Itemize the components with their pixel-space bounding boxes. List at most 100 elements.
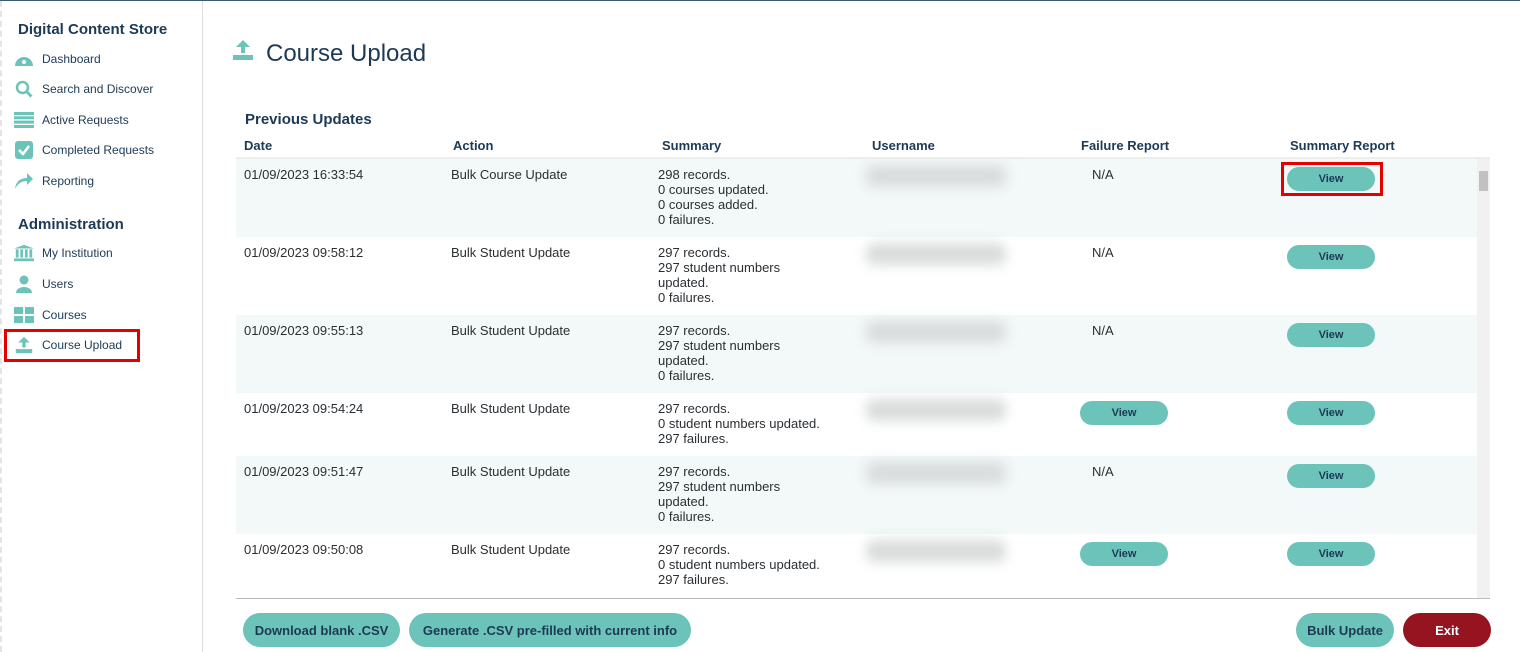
username-redacted (866, 165, 1006, 187)
sidebar-item-label: My Institution (42, 246, 113, 260)
sidebar-item-label: Completed Requests (42, 143, 155, 157)
highlight-box (1281, 162, 1383, 196)
section-heading-dcs: Digital Content Store (18, 21, 168, 38)
sidebar-item-label: Course Upload (42, 338, 123, 352)
summary-line: 0 courses added. (658, 197, 758, 212)
summary-line: 0 failures. (658, 368, 715, 383)
institution-icon (14, 244, 34, 262)
sidebar-item-courses[interactable]: Courses (14, 303, 87, 327)
header-divider (236, 157, 1490, 159)
summary-line: 298 records. (658, 167, 731, 182)
sidebar-item-users[interactable]: Users (14, 272, 73, 296)
summary-line: 0 failures. (658, 509, 715, 524)
bulk-update-button[interactable]: Bulk Update (1296, 613, 1394, 647)
section-title: Previous Updates (245, 111, 372, 128)
table-row: 01/09/2023 09:58:12 Bulk Student Update 29… (236, 237, 1477, 315)
section-heading-admin: Administration (18, 216, 124, 233)
col-action: Action (453, 138, 494, 153)
sidebar-item-label: Users (42, 277, 74, 291)
failure-report-na: N/A (1092, 323, 1114, 338)
sidebar-item-dashboard[interactable]: Dashboard (14, 47, 101, 71)
summary-line: 297 failures. (658, 431, 729, 446)
download-blank-csv-button[interactable]: Download blank .CSV (243, 613, 400, 647)
col-summary: Summary (662, 138, 722, 153)
col-failure-report: Failure Report (1081, 138, 1170, 153)
sidebar-item-search-and-discover[interactable]: Search and Discover (14, 77, 153, 101)
sidebar-item-label: Search and Discover (42, 82, 154, 96)
summary-line: updated. (658, 353, 709, 368)
summary-line: 0 failures. (658, 212, 715, 227)
scrollbar-thumb[interactable] (1479, 171, 1488, 191)
date-cell: 01/09/2023 09:50:08 (244, 542, 364, 557)
failure-report-na: N/A (1092, 245, 1114, 260)
summary-cell: 297 records. 297 student numbers updated. 0… (658, 245, 780, 305)
page-title: Course Upload (232, 39, 426, 68)
sidebar-item-label: Dashboard (42, 52, 101, 66)
sidebar-item-active-requests[interactable]: Active Requests (14, 108, 129, 132)
sidebar-item-reporting[interactable]: Reporting (14, 169, 94, 193)
updates-table: 01/09/2023 16:33:54 Bulk Course Update 298… (236, 159, 1477, 598)
share-arrow-icon (14, 172, 34, 190)
dashboard-icon (14, 50, 34, 68)
sidebar-item-label: Active Requests (42, 113, 129, 127)
failure-report-view-button[interactable]: View (1080, 401, 1168, 425)
date-cell: 01/09/2023 09:55:13 (244, 323, 364, 338)
summary-line: 0 student numbers updated. (658, 557, 820, 572)
summary-report-view-button[interactable]: View (1287, 542, 1375, 566)
date-cell: 01/09/2023 09:51:47 (244, 464, 364, 479)
summary-report-view-button[interactable]: View (1287, 323, 1375, 347)
action-cell: Bulk Student Update (451, 401, 571, 416)
action-cell: Bulk Student Update (451, 323, 571, 338)
sidebar-item-completed-requests[interactable]: Completed Requests (14, 138, 154, 162)
table-row: 01/09/2023 16:33:54 Bulk Course Update 298… (236, 159, 1477, 237)
date-cell: 01/09/2023 09:58:12 (244, 245, 364, 260)
summary-cell: 298 records. 0 courses updated. 0 courses … (658, 167, 769, 227)
action-cell: Bulk Student Update (451, 542, 571, 557)
highlight-box (4, 329, 140, 362)
summary-report-view-button[interactable]: View (1287, 245, 1375, 269)
summary-line: updated. (658, 275, 709, 290)
scrollbar[interactable] (1477, 159, 1490, 598)
table-bottom-divider (236, 598, 1490, 599)
sidebar: Digital Content Store Dashboard Search an… (0, 1, 203, 652)
username-redacted (866, 540, 1006, 562)
summary-line: 0 student numbers updated. (658, 416, 820, 431)
action-cell: Bulk Student Update (451, 464, 571, 479)
summary-cell: 297 records. 297 student numbers updated. 0… (658, 323, 780, 383)
summary-line: 0 courses updated. (658, 182, 769, 197)
action-cell: Bulk Course Update (451, 167, 568, 182)
summary-report-view-button[interactable]: View (1287, 167, 1375, 191)
action-cell: Bulk Student Update (451, 245, 571, 260)
table-row: 01/09/2023 09:54:24 Bulk Student Update 29… (236, 393, 1477, 456)
page-title-text: Course Upload (266, 39, 427, 67)
failure-report-na: N/A (1092, 464, 1114, 479)
user-icon (14, 275, 34, 293)
date-cell: 01/09/2023 09:54:24 (244, 401, 364, 416)
summary-line: 297 student numbers (658, 260, 781, 275)
sidebar-item-label: Reporting (42, 174, 95, 188)
summary-report-view-button[interactable]: View (1287, 464, 1375, 488)
col-summary-report: Summary Report (1290, 138, 1395, 153)
summary-report-view-button[interactable]: View (1287, 401, 1375, 425)
col-username: Username (872, 138, 935, 153)
search-icon (14, 80, 34, 98)
exit-button[interactable]: Exit (1403, 613, 1491, 647)
table-row: 01/09/2023 09:55:13 Bulk Student Update 29… (236, 315, 1477, 393)
generate-csv-button[interactable]: Generate .CSV pre-filled with current in… (409, 613, 691, 647)
checkbox-icon (14, 141, 34, 159)
summary-line: 0 failures. (658, 290, 715, 305)
summary-line: 297 records. (658, 323, 731, 338)
col-date: Date (244, 138, 273, 153)
username-redacted (866, 321, 1006, 343)
upload-icon (14, 336, 34, 354)
summary-line: 297 student numbers (658, 338, 781, 353)
list-icon (14, 111, 34, 129)
sidebar-item-course-upload[interactable]: Course Upload (14, 333, 122, 357)
sidebar-item-my-institution[interactable]: My Institution (14, 241, 113, 265)
failure-report-view-button[interactable]: View (1080, 542, 1168, 566)
summary-cell: 297 records. 0 student numbers updated. 29… (658, 401, 820, 446)
summary-cell: 297 records. 0 student numbers updated. 29… (658, 542, 820, 587)
summary-line: 297 student numbers (658, 479, 781, 494)
summary-line: 297 records. (658, 401, 731, 416)
table-row: 01/09/2023 09:50:08 Bulk Student Update 29… (236, 534, 1477, 598)
